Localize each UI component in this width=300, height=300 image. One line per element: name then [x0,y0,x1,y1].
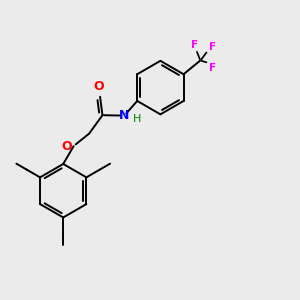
Text: F: F [191,40,198,50]
Text: O: O [94,80,104,93]
Text: H: H [133,114,141,124]
Text: F: F [209,63,216,73]
Text: F: F [209,42,217,52]
Text: N: N [119,109,129,122]
Text: O: O [62,140,72,153]
